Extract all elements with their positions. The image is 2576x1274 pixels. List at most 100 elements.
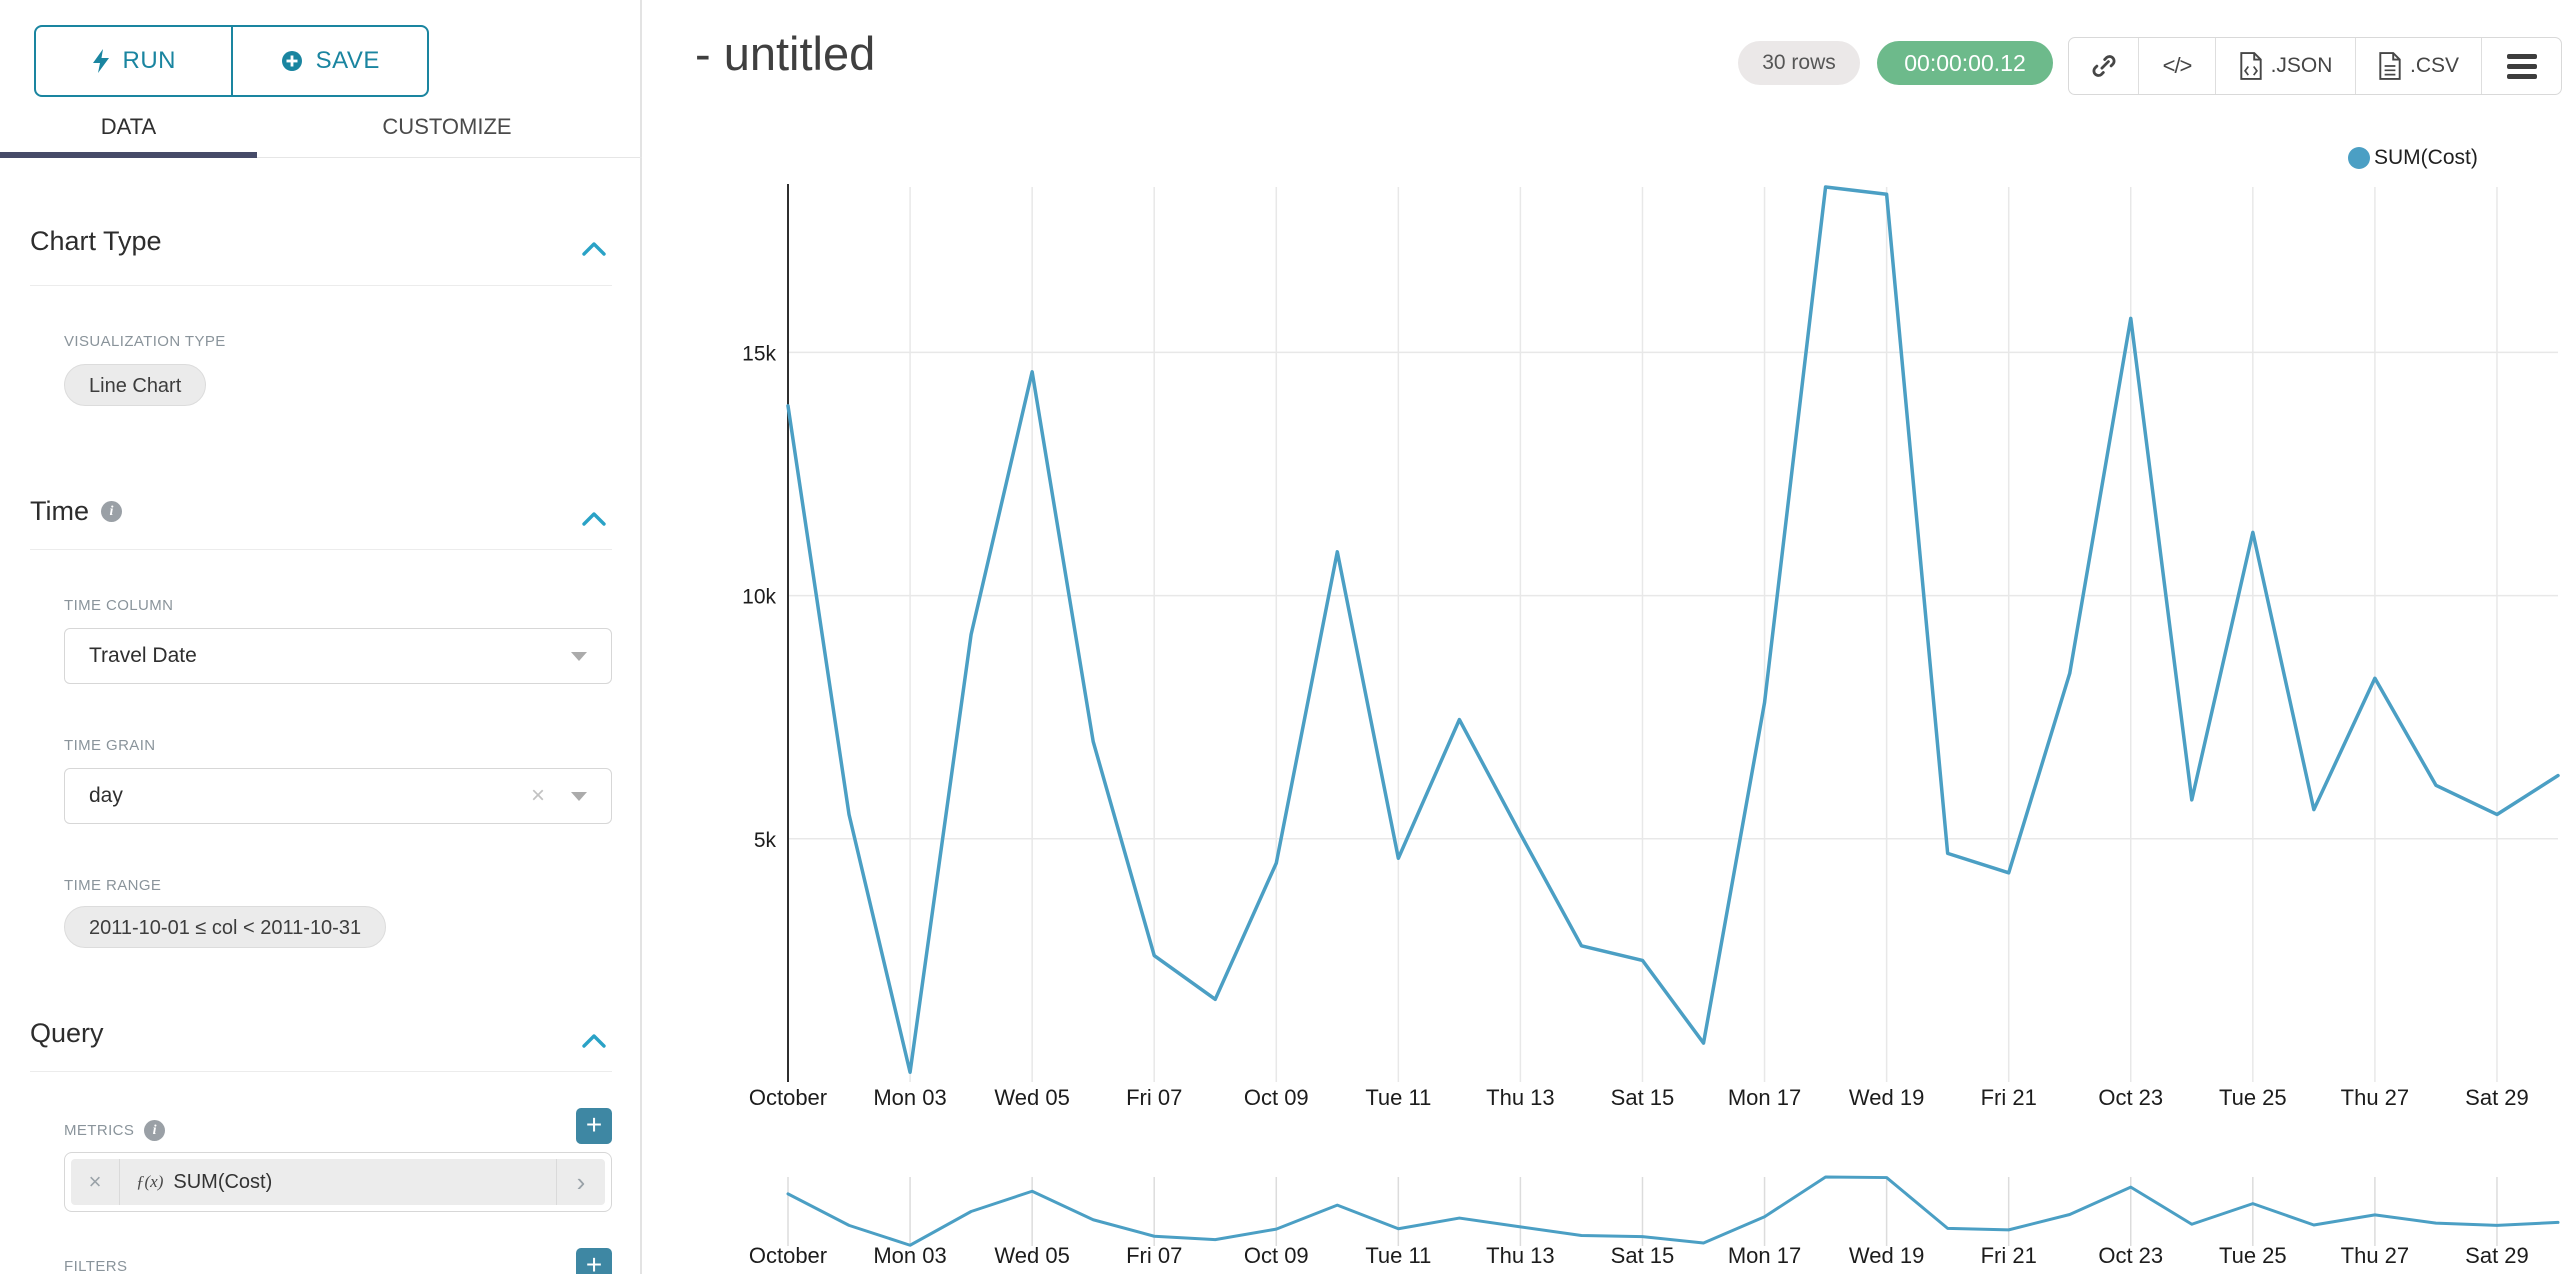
plus-circle-icon xyxy=(281,51,302,71)
section-chart-type-title: Chart Type xyxy=(30,226,162,256)
csv-label: .CSV xyxy=(2409,54,2459,77)
chevron-up-icon[interactable] xyxy=(580,238,608,260)
json-label: .JSON xyxy=(2270,54,2333,77)
export-toolbar: </> .JSON xyxy=(2068,37,2562,95)
visualization-type-label: VISUALIZATION TYPE xyxy=(64,333,226,350)
svg-text:Sat 29: Sat 29 xyxy=(2465,1085,2529,1110)
chevron-up-icon[interactable] xyxy=(580,1030,608,1052)
code-icon: </> xyxy=(2162,53,2193,78)
line-chart-canvas[interactable]: 5k 10k 15k October October Mon 03 Mon 03 Wed 05… xyxy=(642,0,2576,1274)
section-divider xyxy=(30,549,612,550)
svg-text:Mon 03: Mon 03 xyxy=(873,1085,946,1110)
chart-menu-button[interactable] xyxy=(2481,38,2561,94)
svg-text:Fri 07: Fri 07 xyxy=(1126,1243,1182,1268)
svg-text:Mon 03: Mon 03 xyxy=(873,1243,946,1268)
svg-text:Oct 09: Oct 09 xyxy=(1244,1085,1309,1110)
svg-text:Mon 17: Mon 17 xyxy=(1728,1243,1801,1268)
svg-text:Sat 15: Sat 15 xyxy=(1611,1243,1675,1268)
svg-text:10k: 10k xyxy=(742,586,776,609)
csv-file-icon xyxy=(2379,52,2401,80)
svg-text:Sat 29: Sat 29 xyxy=(2465,1243,2529,1268)
lightning-icon xyxy=(92,49,109,73)
svg-text:Tue 11: Tue 11 xyxy=(1365,1085,1431,1110)
metric-expand-icon[interactable]: › xyxy=(556,1159,605,1205)
time-range-label: TIME RANGE xyxy=(64,877,162,894)
info-icon[interactable]: i xyxy=(101,501,122,522)
svg-text:Fri 21: Fri 21 xyxy=(1981,1085,2037,1110)
svg-text:Thu 13: Thu 13 xyxy=(1486,1085,1555,1110)
tab-data[interactable]: DATA xyxy=(100,114,157,139)
svg-text:Thu 27: Thu 27 xyxy=(2341,1085,2410,1110)
save-button-label: SAVE xyxy=(315,47,380,74)
caret-down-icon xyxy=(571,791,587,801)
time-range-pill[interactable]: 2011-10-01 ≤ col < 2011-10-31 xyxy=(64,906,387,948)
run-button-label: RUN xyxy=(122,47,176,74)
viz-type-pill[interactable]: Line Chart xyxy=(64,364,207,406)
chart-title[interactable]: - untitled xyxy=(695,27,876,80)
add-metric-button[interactable]: + xyxy=(576,1108,612,1144)
chart-legend[interactable]: SUM(Cost) xyxy=(2348,146,2478,170)
legend-series-dot xyxy=(2348,147,2370,169)
function-icon: ƒ(x) xyxy=(136,1172,164,1191)
filters-label: FILTERS xyxy=(64,1258,128,1274)
share-link-button[interactable] xyxy=(2069,38,2138,94)
section-divider xyxy=(30,285,612,286)
add-filter-button[interactable]: + xyxy=(576,1248,612,1274)
svg-text:Oct 23: Oct 23 xyxy=(2098,1243,2163,1268)
svg-text:Mon 17: Mon 17 xyxy=(1728,1085,1801,1110)
metrics-control: × ƒ(x) SUM(Cost) › xyxy=(64,1152,612,1212)
svg-text:15k: 15k xyxy=(742,342,776,365)
time-column-label: TIME COLUMN xyxy=(64,597,174,614)
time-grain-select[interactable]: day × xyxy=(64,768,612,824)
svg-text:Tue 11: Tue 11 xyxy=(1365,1243,1431,1268)
clear-icon[interactable]: × xyxy=(530,782,545,809)
metric-value: SUM(Cost) xyxy=(173,1170,273,1193)
svg-text:Thu 13: Thu 13 xyxy=(1486,1243,1555,1268)
caret-down-icon xyxy=(571,651,587,661)
section-query-title: Query xyxy=(30,1018,104,1048)
svg-text:October: October xyxy=(749,1085,827,1110)
time-column-select[interactable]: Travel Date xyxy=(64,628,612,684)
panel-tabs: DATA CUSTOMIZE xyxy=(0,97,642,158)
info-icon[interactable]: i xyxy=(144,1120,166,1141)
run-button[interactable]: RUN xyxy=(36,27,233,95)
section-time-title: Time i xyxy=(30,496,122,527)
svg-text:Wed 05: Wed 05 xyxy=(994,1085,1069,1110)
svg-text:October: October xyxy=(749,1243,827,1268)
svg-text:Thu 27: Thu 27 xyxy=(2341,1243,2410,1268)
svg-text:5k: 5k xyxy=(754,829,777,852)
chevron-up-icon[interactable] xyxy=(580,508,608,530)
svg-text:Tue 25: Tue 25 xyxy=(2219,1243,2287,1268)
svg-text:Oct 09: Oct 09 xyxy=(1244,1243,1309,1268)
save-button[interactable]: SAVE xyxy=(233,27,428,95)
link-icon xyxy=(2092,55,2115,77)
svg-text:Fri 21: Fri 21 xyxy=(1981,1243,2037,1268)
metrics-label: METRICS i xyxy=(64,1120,166,1141)
tab-customize[interactable]: CUSTOMIZE xyxy=(382,114,512,139)
svg-text:Oct 23: Oct 23 xyxy=(2098,1085,2163,1110)
svg-text:Tue 25: Tue 25 xyxy=(2219,1085,2287,1110)
metric-pill[interactable]: × ƒ(x) SUM(Cost) › xyxy=(71,1159,605,1205)
svg-text:Wed 05: Wed 05 xyxy=(994,1243,1069,1268)
export-json-button[interactable]: .JSON xyxy=(2215,38,2355,94)
section-divider xyxy=(30,1071,612,1072)
run-save-button-group: RUN SAVE xyxy=(34,25,429,97)
svg-text:Wed 19: Wed 19 xyxy=(1849,1243,1924,1268)
time-column-value: Travel Date xyxy=(89,644,197,667)
legend-series-label: SUM(Cost) xyxy=(2374,146,2478,169)
hamburger-icon xyxy=(2506,53,2537,79)
remove-metric-icon[interactable]: × xyxy=(71,1159,120,1205)
json-file-icon xyxy=(2239,52,2262,80)
time-grain-value: day xyxy=(89,784,123,807)
control-panel: RUN SAVE DATA CUSTOMIZE Chart Type VISUA… xyxy=(0,0,642,1274)
svg-text:Wed 19: Wed 19 xyxy=(1849,1085,1924,1110)
row-count-badge: 30 rows xyxy=(1738,41,1860,85)
svg-text:Fri 07: Fri 07 xyxy=(1126,1085,1182,1110)
export-csv-button[interactable]: .CSV xyxy=(2355,38,2481,94)
query-timer-badge: 00:00:00.12 xyxy=(1877,41,2053,85)
time-grain-label: TIME GRAIN xyxy=(64,737,156,754)
chart-area: - untitled 30 rows 00:00:00.12 </> xyxy=(642,0,2576,1274)
embed-code-button[interactable]: </> xyxy=(2138,38,2215,94)
svg-text:Sat 15: Sat 15 xyxy=(1611,1085,1675,1110)
